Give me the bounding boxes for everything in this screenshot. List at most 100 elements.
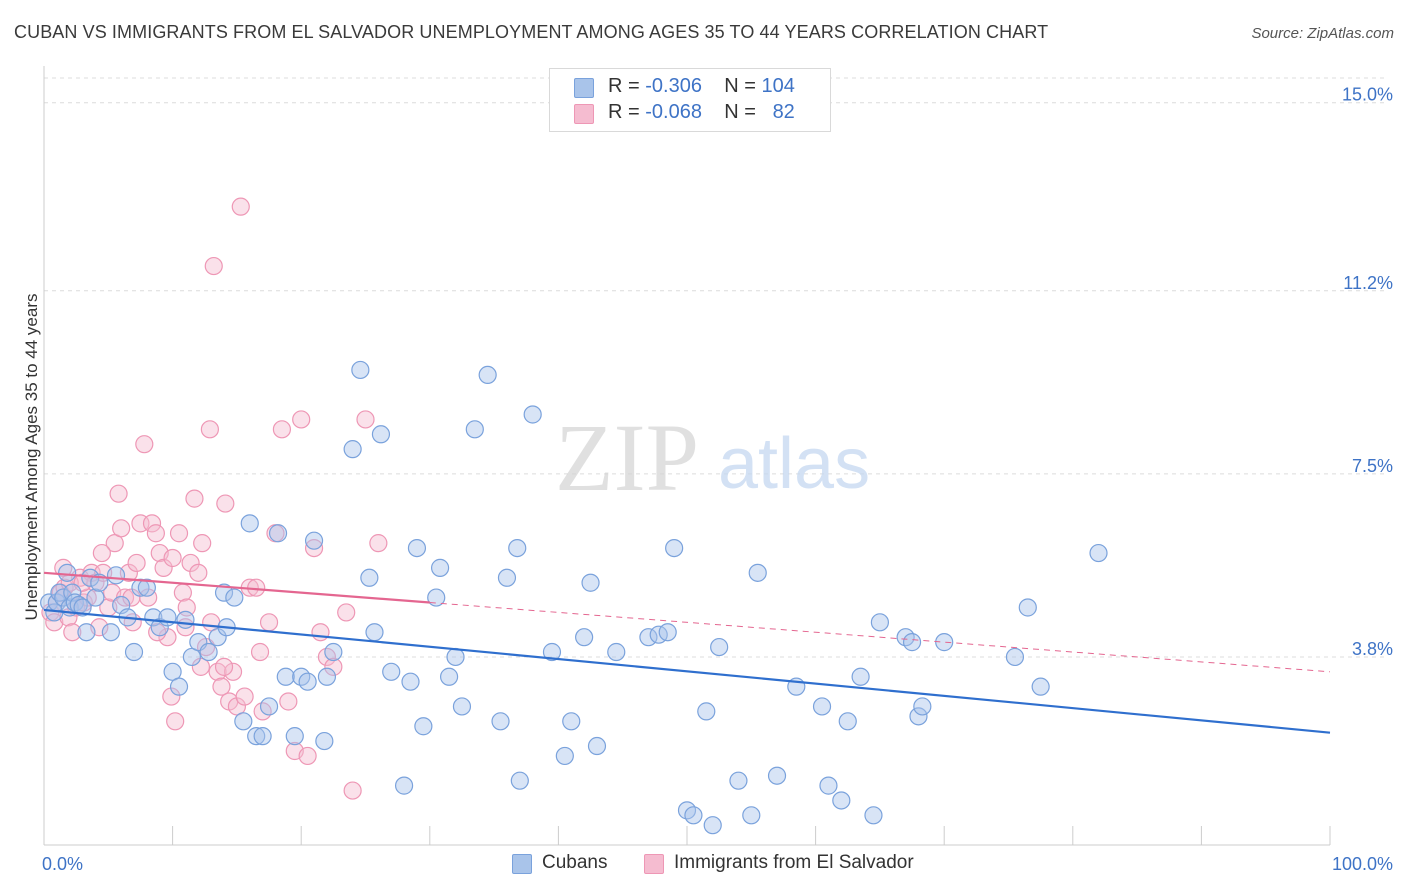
legend-swatch-pink <box>574 104 594 124</box>
data-point-cubans <box>497 568 517 587</box>
data-point-cubans <box>427 588 446 607</box>
data-point-cubans <box>742 806 761 825</box>
data-point-cubans <box>401 672 420 691</box>
x-tick-label: 100.0% <box>1332 854 1393 874</box>
data-point-cubans <box>491 712 510 731</box>
data-point-cubans <box>77 623 96 642</box>
data-point-cubans <box>562 712 581 731</box>
trend-line-el-salvador-extension <box>429 602 1331 673</box>
data-point-cubans <box>452 697 472 716</box>
data-point-el-salvador <box>112 519 131 538</box>
axes <box>43 66 1331 846</box>
data-point-el-salvador <box>154 558 173 577</box>
data-point-cubans <box>58 563 77 582</box>
y-tick-label: 11.2% <box>1343 273 1393 293</box>
data-point-cubans <box>710 637 729 657</box>
data-point-cubans <box>317 667 337 686</box>
data-point-el-salvador <box>324 657 343 676</box>
data-point-cubans <box>575 628 594 647</box>
data-point-cubans <box>1018 598 1037 617</box>
data-point-cubans <box>208 628 227 647</box>
data-point-el-salvador <box>163 548 182 568</box>
legend-n-label: N = <box>724 75 756 97</box>
data-point-cubans <box>587 736 607 756</box>
legend-r-label: R = <box>608 75 640 97</box>
data-point-cubans <box>581 573 600 592</box>
data-point-el-salvador <box>63 623 82 642</box>
data-point-cubans <box>86 588 105 607</box>
data-point-cubans <box>240 514 259 533</box>
data-point-cubans <box>1089 543 1108 563</box>
data-point-cubans <box>767 766 787 785</box>
data-point-el-salvador <box>231 197 250 216</box>
data-point-cubans <box>351 360 370 380</box>
data-point-cubans <box>555 746 574 766</box>
data-point-cubans <box>225 588 244 607</box>
data-point-cubans <box>665 538 684 558</box>
tick-labels: 3.8% 7.5% 11.2% 15.0% 0.0% 100.0% <box>42 85 1393 874</box>
y-tick-label: 3.8% <box>1352 639 1393 659</box>
data-point-cubans <box>365 623 384 642</box>
data-point-cubans <box>315 731 334 751</box>
data-point-el-salvador <box>158 628 177 647</box>
data-point-el-salvador <box>204 256 223 276</box>
data-point-el-salvador <box>45 613 64 632</box>
data-point-cubans <box>909 707 928 726</box>
bottom-legend-label: Cubans <box>542 852 608 873</box>
data-point-cubans <box>199 642 218 662</box>
data-point-el-salvador <box>200 420 219 439</box>
data-point-el-salvador <box>292 410 311 429</box>
data-point-el-salvador <box>92 543 111 563</box>
data-point-el-salvador <box>135 435 154 454</box>
data-point-cubans <box>607 642 626 662</box>
data-point-el-salvador <box>109 484 128 503</box>
trend-line-el-salvador <box>43 571 430 604</box>
data-point-el-salvador <box>304 538 324 558</box>
data-point-cubans <box>439 667 459 686</box>
data-point-cubans <box>508 538 527 558</box>
bottom-legend-swatch-blue <box>512 854 532 874</box>
data-point-cubans <box>304 531 324 550</box>
data-point-cubans <box>150 618 169 637</box>
data-point-el-salvador <box>272 420 292 439</box>
correlation-legend: R = -0.306 N = 104 R = -0.068 N = 82 <box>549 68 831 132</box>
data-point-cubans <box>407 538 427 558</box>
data-point-el-salvador <box>86 573 105 592</box>
data-point-cubans <box>382 662 401 681</box>
legend-r-value: -0.306 <box>645 75 702 97</box>
watermark-zip: ZIP <box>555 404 699 511</box>
data-point-cubans <box>913 697 932 716</box>
data-point-cubans <box>298 672 317 691</box>
data-point-cubans <box>510 771 529 790</box>
data-point-cubans <box>101 623 120 642</box>
data-point-cubans <box>253 727 272 746</box>
data-point-el-salvador <box>337 603 356 622</box>
data-point-cubans <box>542 642 562 662</box>
data-point-cubans <box>446 647 465 667</box>
data-point-cubans <box>935 633 954 652</box>
data-point-cubans <box>169 677 189 696</box>
source-credit: Source: ZipAtlas.com <box>1251 25 1394 42</box>
data-point-cubans <box>832 791 851 810</box>
data-point-el-salvador <box>146 524 165 543</box>
data-point-cubans <box>523 405 542 424</box>
legend-n-value: 104 <box>761 75 795 97</box>
data-point-el-salvador <box>250 642 270 662</box>
data-point-el-salvador <box>343 781 362 800</box>
data-point-cubans <box>812 697 832 716</box>
x-tick-label: 0.0% <box>42 854 83 874</box>
data-point-cubans <box>697 702 716 721</box>
grid-lines <box>44 77 1388 658</box>
data-point-cubans <box>870 613 890 632</box>
data-point-el-salvador <box>162 687 181 706</box>
data-point-cubans <box>124 642 144 662</box>
data-point-cubans <box>838 712 857 731</box>
data-point-cubans <box>234 712 253 731</box>
data-point-el-salvador <box>191 657 210 676</box>
data-point-cubans <box>748 563 767 582</box>
data-point-el-salvador <box>223 662 243 681</box>
data-point-cubans <box>214 583 234 602</box>
data-point-cubans <box>176 610 195 629</box>
data-point-el-salvador <box>216 494 235 513</box>
